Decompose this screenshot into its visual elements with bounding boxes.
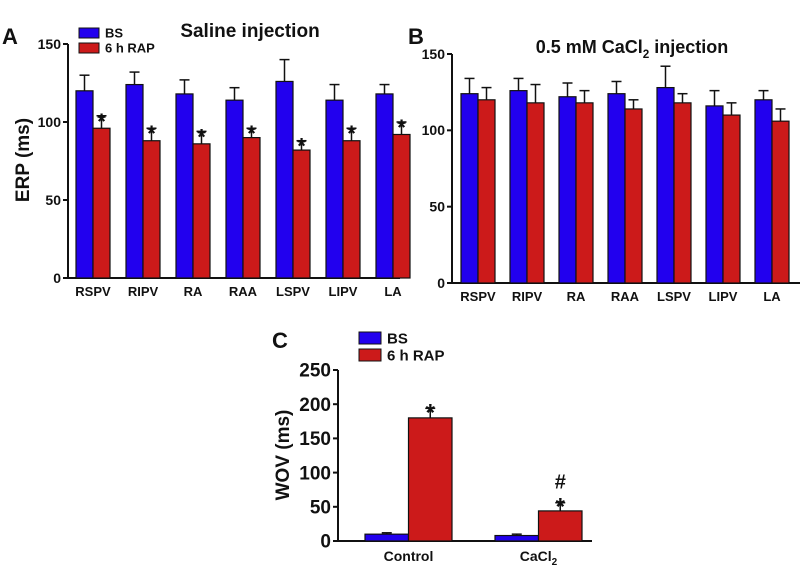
significance-marker: * — [556, 494, 566, 521]
y-tick-label: 100 — [422, 122, 446, 138]
bar-rap — [192, 143, 211, 279]
bar-rap — [673, 102, 692, 284]
y-tick-label: 0 — [53, 270, 61, 286]
y-tick-label: 150 — [299, 429, 331, 450]
significance-marker: * — [397, 115, 406, 140]
significance-marker: * — [147, 121, 156, 146]
bar-rap — [292, 149, 311, 279]
significance-marker: * — [97, 109, 106, 134]
bar-rap — [92, 127, 111, 279]
legend-swatch-rap — [358, 348, 382, 362]
x-tick-label: RAA — [229, 284, 258, 299]
y-tick-label: 200 — [299, 395, 331, 416]
bar-rap — [537, 510, 583, 542]
significance-marker: * — [197, 124, 206, 149]
bar-rap — [477, 99, 496, 284]
bar-rap — [392, 133, 411, 279]
y-tick-label: 150 — [38, 36, 62, 52]
x-tick-label: LA — [384, 284, 402, 299]
x-tick-label: LSPV — [657, 289, 691, 304]
bar-rap — [142, 140, 161, 279]
bar-bs — [75, 90, 94, 279]
bar-bs — [460, 93, 479, 284]
y-tick-label: 0 — [320, 532, 331, 553]
panel-c: C 0 50 100 150 200 250 WOV (ms) BS6 h RAP * Contro… — [272, 328, 592, 567]
panel-letter: C — [272, 328, 288, 353]
y-tick-label: 100 — [38, 114, 62, 130]
bar-bs — [125, 83, 144, 279]
panel-letter: B — [408, 24, 424, 49]
panel-letter: A — [2, 24, 18, 49]
bar-rap — [722, 114, 741, 284]
y-tick-label: 0 — [437, 275, 445, 291]
bar-bs — [364, 533, 410, 542]
y-tick-label: 50 — [45, 192, 61, 208]
bar-bs — [275, 80, 294, 279]
significance-marker: * — [426, 399, 436, 426]
legend-label-bs: BS — [387, 331, 408, 348]
chart-title: 0.5 mM CaCl2 injection — [536, 37, 729, 61]
significance-marker-hash: # — [555, 472, 566, 494]
legend-label-rap: 6 h RAP — [387, 348, 445, 365]
y-tick-label: 250 — [299, 361, 331, 382]
legend-swatch-rap — [78, 42, 100, 54]
x-tick-label: RA — [567, 289, 586, 304]
bar-bs — [754, 99, 773, 284]
y-axis-label: WOV (ms) — [273, 410, 294, 501]
x-tick-label: RSPV — [460, 289, 496, 304]
x-tick-label: CaCl2 — [520, 548, 558, 567]
bar-rap — [526, 102, 545, 284]
bar-rap — [771, 120, 790, 284]
x-tick-label: LIPV — [709, 289, 738, 304]
bar-bs — [375, 93, 394, 279]
x-tick-label: RAA — [611, 289, 640, 304]
significance-marker: * — [297, 134, 306, 159]
bar-bs — [325, 99, 344, 279]
bar-bs — [509, 90, 528, 284]
y-axis-label: ERP (ms) — [13, 118, 34, 202]
y-tick-label: 50 — [310, 497, 331, 518]
bar-bs — [175, 93, 194, 279]
bar-bs — [705, 105, 724, 284]
x-tick-label: RIPV — [512, 289, 543, 304]
x-tick-label: LIPV — [329, 284, 358, 299]
legend-swatch-bs — [78, 27, 100, 39]
panel-a: A 0 50 100 150 Saline injection ERP (ms) BS6 h … — [2, 21, 411, 299]
bar-rap — [407, 417, 453, 542]
bar-bs — [656, 86, 675, 284]
legend-label-rap: 6 h RAP — [105, 41, 155, 56]
legend-swatch-bs — [358, 331, 382, 345]
significance-marker: * — [247, 121, 256, 146]
bar-bs — [494, 534, 540, 542]
significance-marker: * — [347, 121, 356, 146]
bar-rap — [624, 108, 643, 284]
bar-bs — [558, 96, 577, 284]
x-tick-label: RSPV — [75, 284, 111, 299]
bar-rap — [342, 140, 361, 279]
bar-rap — [575, 102, 594, 284]
panel-b: B 0 50 100 150 0.5 mM CaCl2 injection RSPV RIPV… — [408, 24, 800, 304]
bar-rap — [242, 137, 261, 279]
x-tick-label: LSPV — [276, 284, 310, 299]
x-tick-label: RA — [184, 284, 203, 299]
x-tick-label: LA — [763, 289, 781, 304]
x-tick-label: RIPV — [128, 284, 159, 299]
y-tick-label: 150 — [422, 46, 446, 62]
legend-label-bs: BS — [105, 26, 123, 41]
y-tick-label: 50 — [429, 199, 445, 215]
x-tick-label: Control — [384, 548, 434, 564]
bar-bs — [607, 93, 626, 284]
y-tick-label: 100 — [299, 463, 331, 484]
chart-title: Saline injection — [180, 21, 319, 42]
bar-bs — [225, 99, 244, 279]
